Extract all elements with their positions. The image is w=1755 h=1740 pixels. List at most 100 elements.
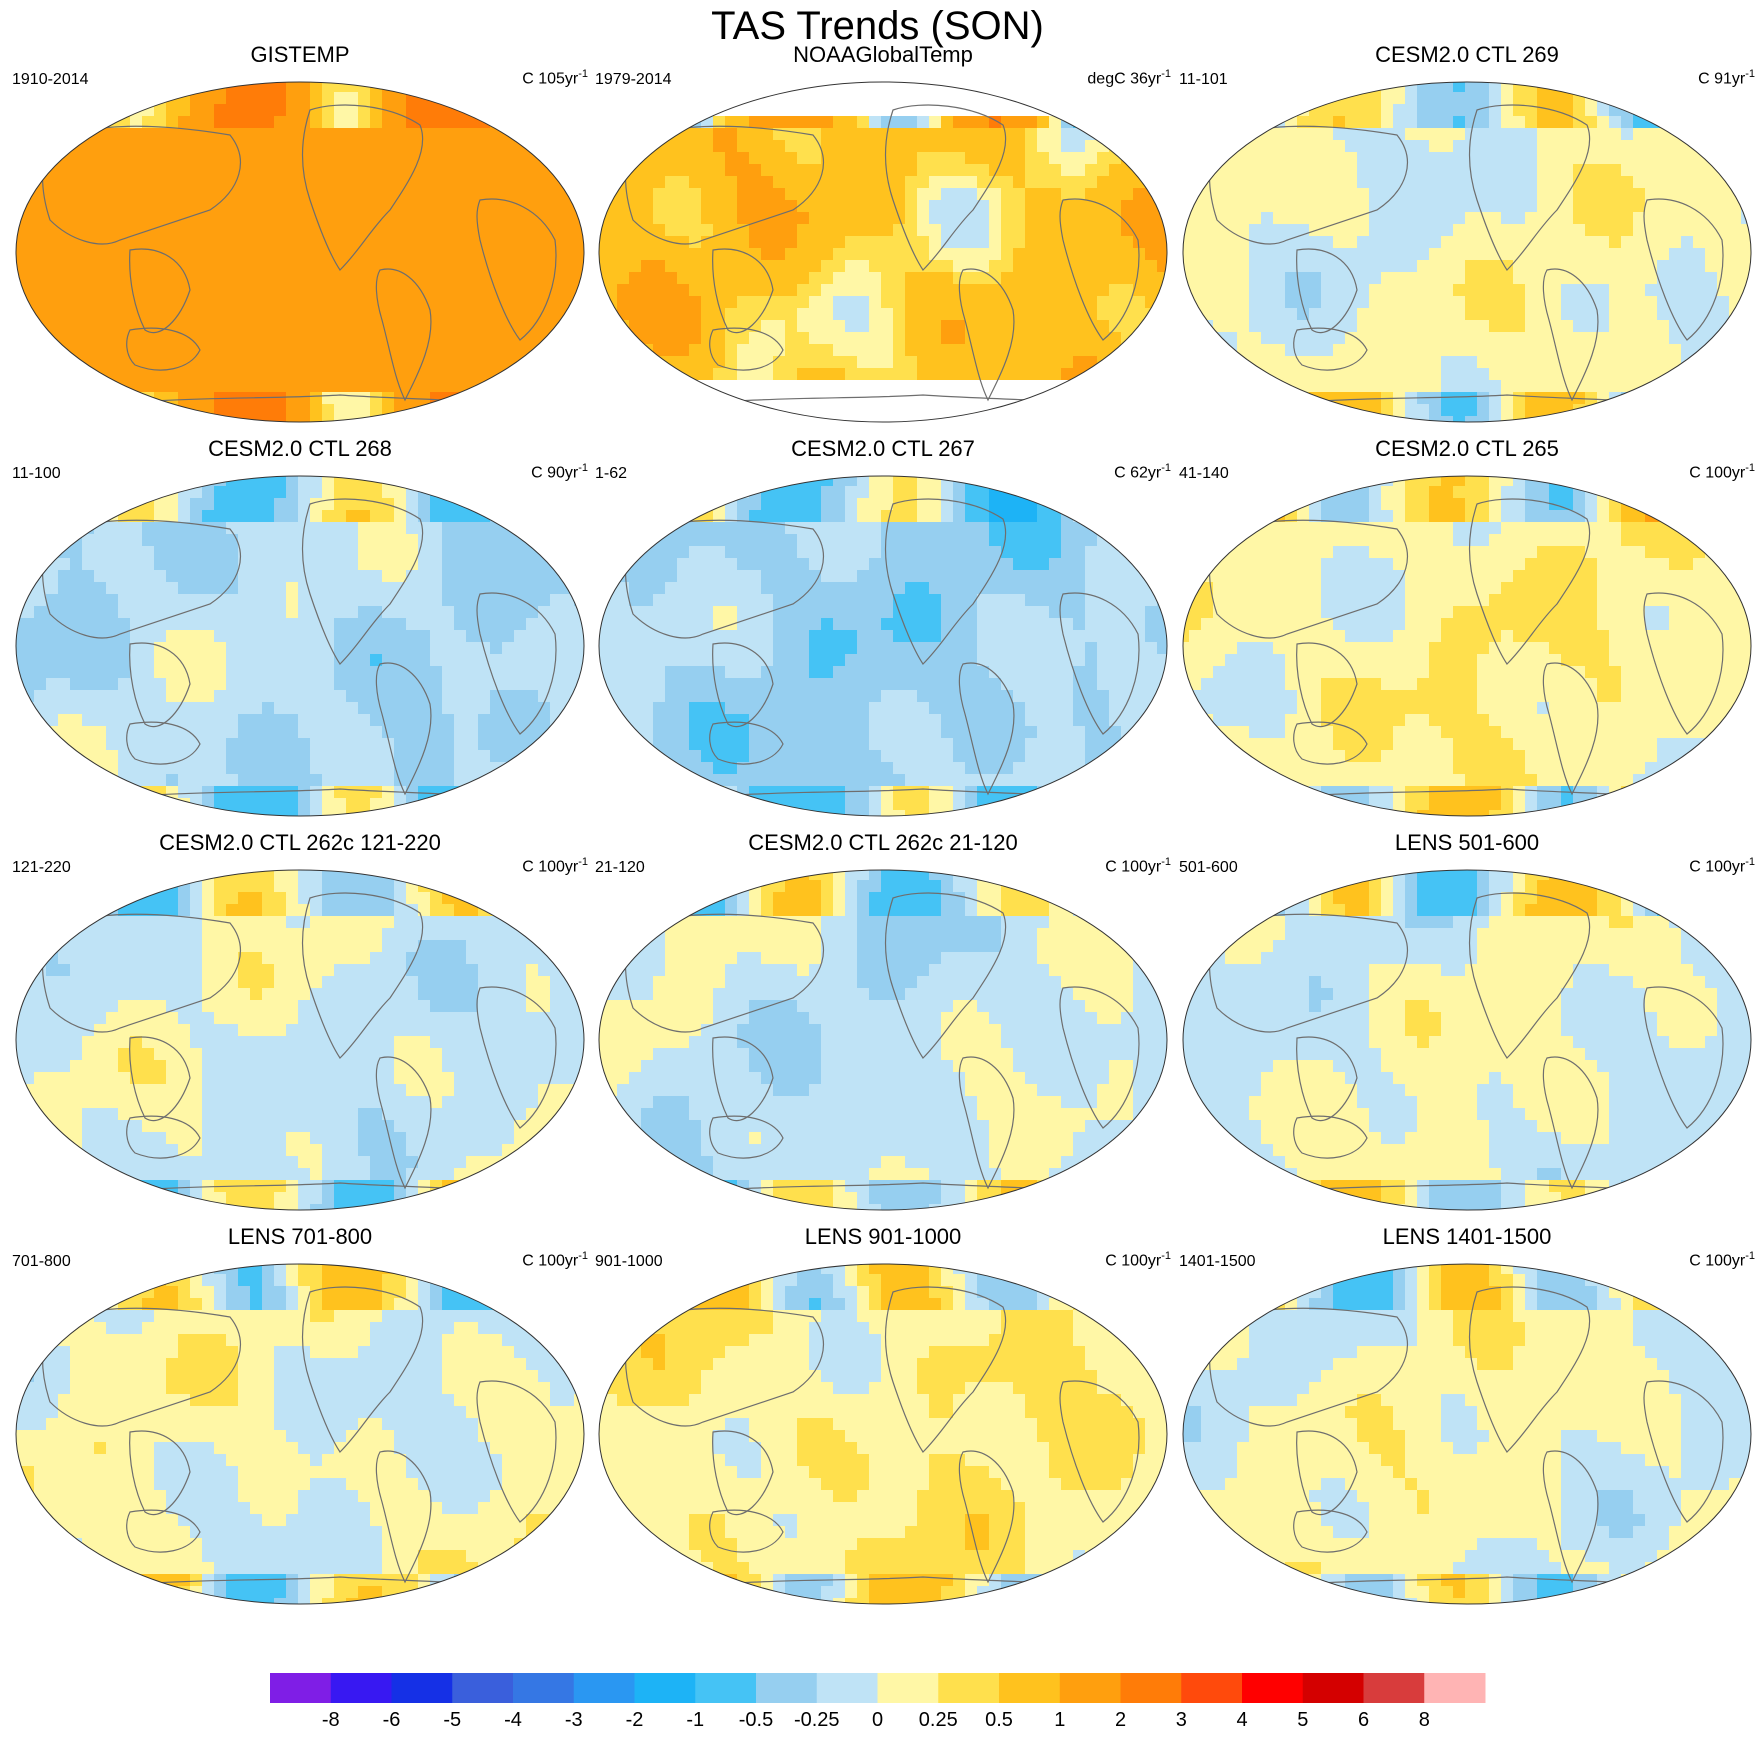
trend-cell [641,284,654,297]
trend-cell [737,116,750,129]
trend-cell [1285,152,1298,165]
trend-cell [490,260,503,273]
trend-cell [1645,188,1658,201]
trend-cell [1441,368,1454,381]
trend-cell [298,356,311,369]
trend-cell [1621,344,1634,357]
trend-cell [689,356,702,369]
trend-cell [1249,392,1262,405]
trend-cell [502,164,515,177]
trend-cell [358,522,371,535]
trend-cell [1477,380,1490,393]
trend-cell [749,356,762,369]
trend-cell [1609,188,1622,201]
trend-cell [989,296,1002,309]
trend-cell [190,284,203,297]
trend-cell [1213,140,1226,153]
trend-cell [154,116,167,129]
trend-cell [1609,356,1622,369]
trend-cell [322,546,335,559]
trend-cell [358,510,371,523]
trend-cell [1097,82,1110,93]
trend-cell [749,236,762,249]
trend-cell [1049,260,1062,273]
trend-cell [905,320,918,333]
trend-cell [1297,92,1310,105]
trend-cell [478,606,491,619]
trend-cell [1013,296,1026,309]
trend-cell [1273,392,1286,405]
trend-cell [1609,320,1622,333]
trend-cell [857,224,870,237]
trend-cell [1417,224,1430,237]
trend-cell [238,582,251,595]
trend-cell [298,176,311,189]
trend-cell [689,164,702,177]
trend-cell [1477,92,1490,105]
trend-cell [1741,320,1751,333]
trend-cell [1717,404,1730,417]
trend-cell [82,82,95,93]
trend-cell [358,320,371,333]
trend-cell [442,176,455,189]
trend-cell [34,356,47,369]
trend-cell [1525,380,1538,393]
trend-cell [514,404,527,417]
trend-cell [190,92,203,105]
trend-cell [118,498,131,511]
trend-cell [1525,248,1538,261]
trend-cell [833,332,846,345]
trend-cell [514,92,527,105]
trend-cell [1669,224,1682,237]
trend-cell [785,356,798,369]
trend-cell [1489,248,1502,261]
trend-cell [490,606,503,619]
trend-cell [538,140,551,153]
trend-cell [917,200,930,213]
trend-cell [665,272,678,285]
trend-cell [797,176,810,189]
trend-cell [574,92,584,105]
trend-cell [989,212,1002,225]
trend-cell [238,272,251,285]
trend-cell [629,380,642,393]
trend-cell [1297,356,1310,369]
trend-cell [94,260,107,273]
trend-cell [1297,236,1310,249]
trend-cell [785,248,798,261]
trend-cell [1513,416,1526,422]
trend-cell [502,308,515,321]
trend-cell [1109,308,1122,321]
trend-cell [1237,332,1250,345]
trend-cell [286,176,299,189]
trend-cell [1249,380,1262,393]
trend-cell [226,188,239,201]
trend-cell [454,272,467,285]
trend-cell [466,332,479,345]
trend-cell [130,630,143,643]
trend-cell [1477,272,1490,285]
trend-cell [665,344,678,357]
panel-units-exponent: -1 [578,462,588,474]
trend-cell [538,308,551,321]
trend-cell [1537,272,1550,285]
trend-cell [442,212,455,225]
trend-cell [1693,392,1706,405]
trend-cell [809,332,822,345]
trend-cell [370,260,383,273]
trend-cell [226,618,239,631]
trend-cell [1061,284,1074,297]
trend-cell [430,212,443,225]
trend-cell [382,248,395,261]
trend-cell [1621,164,1634,177]
trend-cell [1393,296,1406,309]
trend-cell [1073,104,1086,117]
trend-cell [833,356,846,369]
trend-cell [989,308,1002,321]
trend-cell [514,606,527,619]
trend-cell [1441,308,1454,321]
trend-cell [1693,248,1706,261]
trend-cell [310,320,323,333]
trend-cell [1477,404,1490,417]
trend-cell [773,200,786,213]
